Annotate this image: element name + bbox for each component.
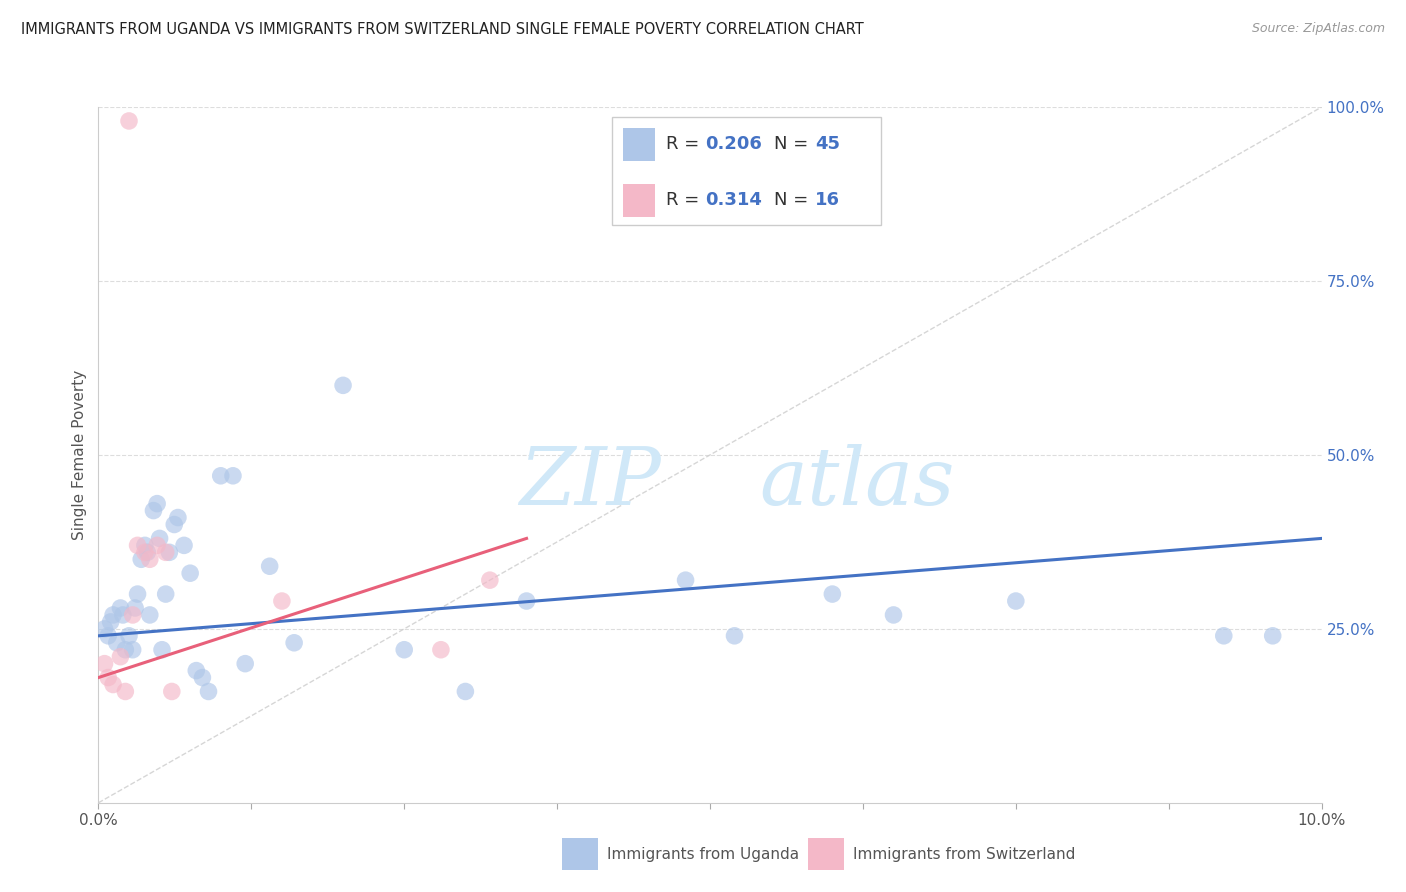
Point — [118, 629, 141, 643]
Point — [516, 594, 538, 608]
Point — [101, 607, 124, 622]
Point — [222, 468, 245, 483]
Point — [139, 552, 162, 566]
Point — [197, 684, 219, 698]
Point — [233, 657, 256, 671]
Point — [173, 538, 195, 552]
Point — [93, 622, 115, 636]
Point — [127, 538, 149, 552]
Point — [139, 607, 162, 622]
Point — [146, 538, 169, 552]
Point — [883, 607, 905, 622]
Point — [127, 587, 149, 601]
Point — [1261, 629, 1284, 643]
Point — [110, 649, 132, 664]
Text: IMMIGRANTS FROM UGANDA VS IMMIGRANTS FROM SWITZERLAND SINGLE FEMALE POVERTY CORR: IMMIGRANTS FROM UGANDA VS IMMIGRANTS FRO… — [21, 22, 863, 37]
Point — [105, 636, 128, 650]
Y-axis label: Single Female Poverty: Single Female Poverty — [72, 370, 87, 540]
Point — [110, 601, 132, 615]
Point — [136, 545, 159, 559]
Text: Immigrants from Switzerland: Immigrants from Switzerland — [853, 847, 1076, 862]
Point — [723, 629, 745, 643]
Point — [134, 538, 156, 552]
Point — [146, 497, 169, 511]
Point — [167, 510, 190, 524]
Point — [100, 615, 122, 629]
Point — [150, 642, 173, 657]
Point — [97, 671, 120, 685]
Point — [114, 642, 136, 657]
Point — [142, 503, 165, 517]
Point — [101, 677, 124, 691]
Point — [111, 607, 134, 622]
Point — [121, 642, 143, 657]
Point — [186, 664, 208, 678]
Point — [821, 587, 844, 601]
Point — [114, 684, 136, 698]
Point — [454, 684, 477, 698]
Point — [209, 468, 232, 483]
Point — [283, 636, 305, 650]
Point — [259, 559, 281, 574]
Point — [270, 594, 294, 608]
Text: ZIP: ZIP — [519, 444, 661, 522]
Text: Source: ZipAtlas.com: Source: ZipAtlas.com — [1251, 22, 1385, 36]
Text: atlas: atlas — [759, 444, 955, 522]
Point — [163, 517, 186, 532]
Point — [121, 607, 143, 622]
Point — [155, 587, 177, 601]
Point — [149, 532, 172, 546]
Point — [118, 114, 141, 128]
Point — [179, 566, 201, 581]
Point — [392, 642, 416, 657]
Point — [191, 671, 214, 685]
Point — [129, 552, 152, 566]
Point — [155, 545, 177, 559]
Point — [160, 684, 183, 698]
Point — [124, 601, 146, 615]
Point — [1004, 594, 1026, 608]
Point — [675, 573, 697, 587]
Point — [430, 642, 453, 657]
Point — [134, 545, 156, 559]
Point — [93, 657, 115, 671]
Point — [97, 629, 120, 643]
Point — [157, 545, 180, 559]
Point — [478, 573, 501, 587]
Text: Immigrants from Uganda: Immigrants from Uganda — [607, 847, 800, 862]
Point — [1212, 629, 1234, 643]
Point — [332, 378, 354, 392]
